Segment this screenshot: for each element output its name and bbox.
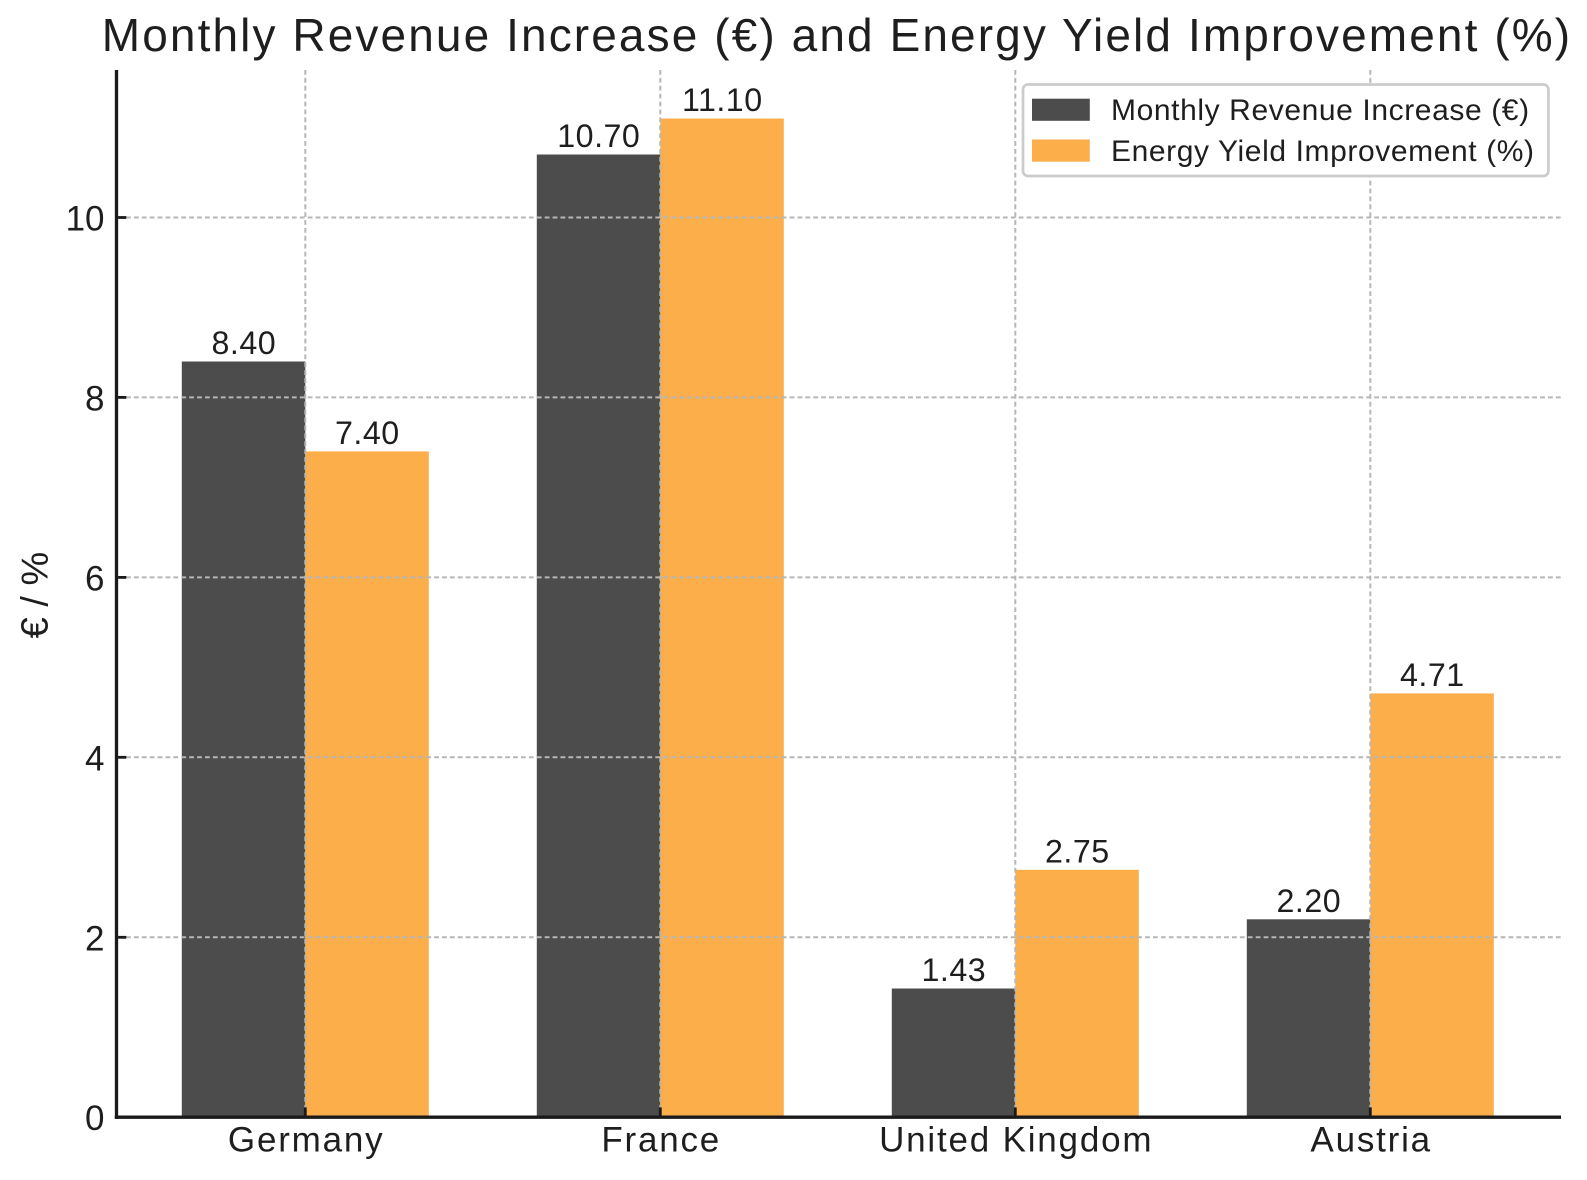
svg-text:8.40: 8.40 [211, 325, 276, 361]
svg-text:France: France [601, 1121, 721, 1160]
svg-text:6: 6 [85, 559, 104, 598]
svg-text:Germany: Germany [228, 1121, 385, 1160]
svg-text:€ / %: € / % [15, 552, 57, 639]
svg-text:2.75: 2.75 [1045, 833, 1110, 869]
svg-text:Monthly Revenue Increase (€): Monthly Revenue Increase (€) [1111, 94, 1530, 127]
svg-text:4.71: 4.71 [1400, 657, 1465, 693]
svg-text:Energy Yield Improvement (%): Energy Yield Improvement (%) [1111, 135, 1535, 168]
svg-text:10: 10 [66, 200, 105, 239]
svg-text:1.43: 1.43 [921, 952, 986, 988]
svg-text:10.70: 10.70 [557, 118, 640, 154]
svg-text:8: 8 [85, 379, 104, 418]
svg-text:2: 2 [85, 919, 104, 958]
svg-text:11.10: 11.10 [682, 82, 763, 118]
svg-text:Austria: Austria [1310, 1121, 1432, 1160]
svg-text:4: 4 [85, 739, 104, 778]
svg-text:7.40: 7.40 [335, 415, 400, 451]
svg-text:0: 0 [85, 1099, 104, 1138]
svg-text:2.20: 2.20 [1276, 883, 1341, 919]
svg-text:Monthly Revenue Increase (€) a: Monthly Revenue Increase (€) and Energy … [102, 9, 1572, 61]
svg-text:United Kingdom: United Kingdom [879, 1121, 1153, 1160]
